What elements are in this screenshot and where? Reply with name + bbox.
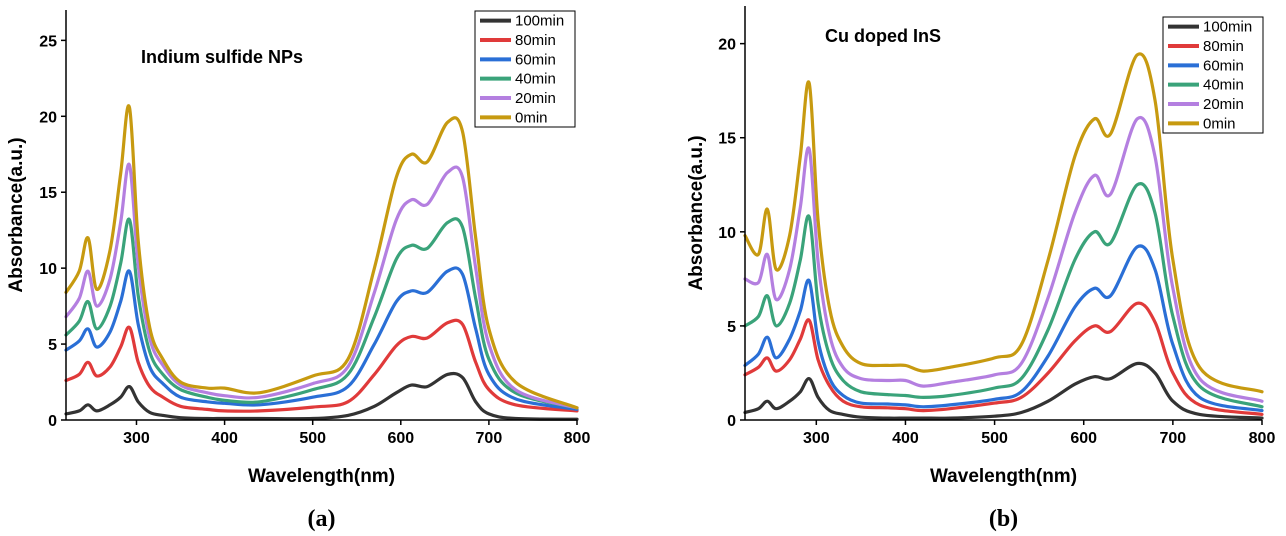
series-line-100min: [743, 361, 1264, 420]
series-line-0min: [743, 52, 1264, 394]
x-tick-label: 800: [1249, 430, 1276, 447]
series-line-20min: [743, 115, 1264, 403]
y-tick-label: 5: [727, 319, 736, 336]
panel-a-x-axis-title: Wavelength(nm): [248, 466, 395, 487]
x-tick-label: 700: [476, 430, 503, 447]
panel-b-title: Cu doped InS: [825, 26, 941, 46]
legend-label-40min: 40min: [515, 71, 556, 88]
panel-b-series: [743, 52, 1264, 420]
y-tick-label: 0: [727, 413, 736, 430]
series-line-40min: [64, 217, 579, 410]
panel-b-label: (b): [989, 506, 1018, 532]
panel-a-series: [64, 104, 579, 421]
legend-label-80min: 80min: [1203, 38, 1244, 55]
x-tick-label: 500: [299, 430, 326, 447]
series-line-20min: [64, 162, 579, 410]
legend-label-100min: 100min: [515, 13, 564, 30]
y-tick-label: 20: [39, 109, 57, 126]
legend-label-0min: 0min: [1203, 115, 1236, 132]
panel-b-legend: 100min 80min 60min 40min 20min 0min: [1162, 16, 1264, 134]
legend-box: [474, 10, 576, 128]
series-line-100min: [64, 371, 579, 421]
x-tick-label: 300: [803, 430, 830, 447]
x-tick-label: 500: [981, 430, 1008, 447]
panel-a-title: Indium sulfide NPs: [141, 47, 303, 67]
x-tick-label: 400: [211, 430, 238, 447]
legend-label-100min: 100min: [1203, 19, 1252, 36]
y-tick-label: 20: [718, 37, 736, 54]
legend-label-60min: 60min: [515, 51, 556, 68]
series-line-60min: [64, 266, 579, 411]
panel-a-y-axis-title: Absorbance(a.u.): [6, 137, 27, 292]
panel-b-x-axis-title: Wavelength(nm): [930, 466, 1077, 487]
y-tick-label: 15: [39, 185, 57, 202]
x-tick-label: 600: [387, 430, 414, 447]
panel-b-y-axis-title: Absorbance(a.u.): [686, 135, 707, 290]
legend-label-20min: 20min: [515, 90, 556, 107]
x-tick-label: 700: [1160, 430, 1187, 447]
x-tick-label: 600: [1070, 430, 1097, 447]
series-line-60min: [743, 244, 1264, 413]
series-line-40min: [743, 182, 1264, 409]
panel-b: 300 400 500 600 700 800 0 5 10 15 20 Wavelength(nm)…: [686, 6, 1275, 532]
series-line-80min: [64, 318, 579, 413]
panel-a-label: (a): [308, 506, 336, 532]
panel-a-legend: 100min 80min 60min 40min 20min 0min: [474, 10, 576, 128]
legend-label-0min: 0min: [515, 109, 548, 126]
y-tick-label: 15: [718, 131, 736, 148]
x-tick-label: 300: [123, 430, 150, 447]
legend-label-20min: 20min: [1203, 96, 1244, 113]
series-line-80min: [743, 301, 1264, 416]
x-tick-label: 400: [892, 430, 919, 447]
legend-label-40min: 40min: [1203, 77, 1244, 94]
y-tick-label: 0: [48, 413, 57, 430]
legend-label-60min: 60min: [1203, 57, 1244, 74]
series-line-0min: [64, 104, 579, 410]
y-tick-label: 25: [39, 33, 57, 50]
panel-a: 300 400 500 600 700 800 0 5 10 15 20 25 Wavelength(n…: [6, 10, 590, 532]
x-tick-label: 800: [564, 430, 591, 447]
y-tick-label: 10: [718, 225, 736, 242]
y-tick-label: 10: [39, 261, 57, 278]
legend-label-80min: 80min: [515, 32, 556, 49]
legend-box: [1162, 16, 1264, 134]
y-tick-label: 5: [48, 337, 57, 354]
